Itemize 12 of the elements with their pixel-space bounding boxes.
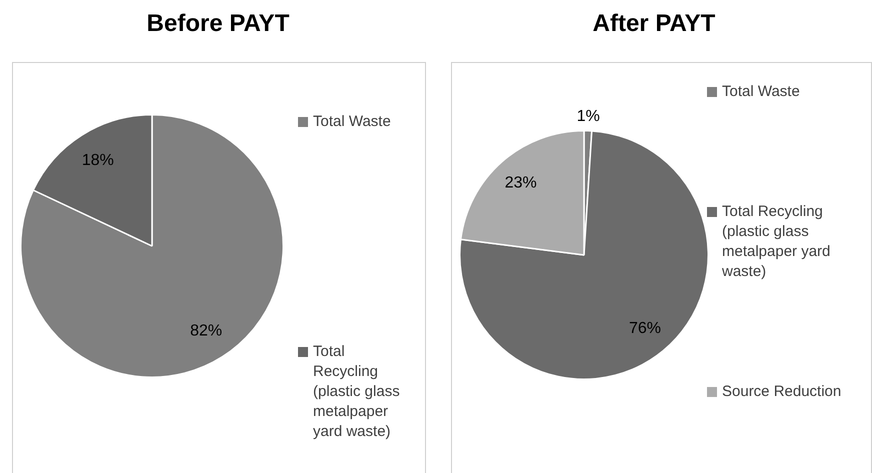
legend-label: Total Recycling (plastic glass metalpaper yard waste)	[722, 202, 832, 282]
legend-label: Total Waste	[313, 112, 391, 132]
chart-title: Before PAYT	[146, 10, 290, 38]
chart-title: After PAYT	[592, 10, 716, 38]
data-label: 1%	[576, 108, 600, 126]
data-label: 76%	[628, 320, 661, 338]
legend-label: Source Reduction	[722, 382, 842, 402]
data-label: 18%	[82, 152, 114, 170]
legend-label: Total Recycling (plastic glass metalpaper yard waste)	[313, 342, 401, 442]
legend-label: Total Waste	[722, 82, 800, 102]
data-label: 82%	[190, 322, 222, 340]
data-label: 23%	[504, 174, 537, 192]
